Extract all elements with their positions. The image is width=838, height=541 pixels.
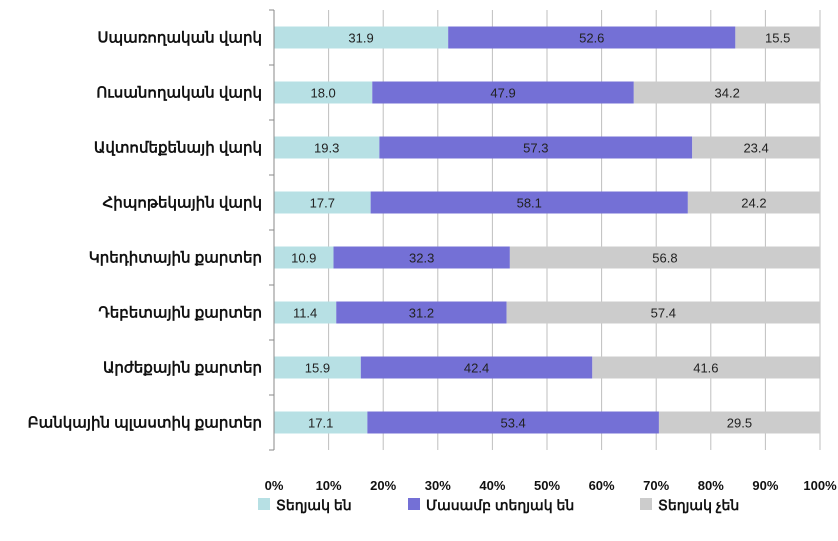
data-label: 56.8	[652, 251, 677, 266]
bar-segment	[633, 81, 821, 104]
data-label: 31.9	[348, 31, 373, 46]
bars: 31.9 52.6 15.5 18.0 47.9 34.2 19.3 57.3 23.4 17.7…	[274, 26, 821, 434]
data-label: 57.4	[651, 306, 676, 321]
x-tick-label: 30%	[425, 478, 451, 493]
bar-segment	[274, 26, 449, 49]
legend-label: Մասամբ տեղյակ են	[426, 497, 574, 514]
data-label: 23.4	[743, 141, 768, 156]
category-label: Ավտոմեքենայի վարկ	[94, 140, 262, 157]
bar-segment	[274, 356, 361, 379]
data-label: 19.3	[314, 141, 339, 156]
x-tick-label: 100%	[803, 478, 837, 493]
bar-segment	[687, 191, 820, 214]
x-tick-label: 50%	[534, 478, 560, 493]
bar-segment	[274, 246, 334, 269]
x-tick-label: 10%	[316, 478, 342, 493]
bar-segment	[379, 136, 693, 159]
x-tick-label: 90%	[752, 478, 778, 493]
axes: 0% 10% 20% 30% 40% 50% 60% 70% 80% 90% 100% Սպառողա…	[28, 9, 837, 493]
bar-segment	[592, 356, 820, 379]
category-label: Սպառողական վարկ	[98, 30, 263, 47]
data-label: 52.6	[579, 31, 604, 46]
bar-segment	[692, 136, 820, 159]
data-label: 41.6	[693, 361, 718, 376]
category-label: Ուսանողական վարկ	[96, 85, 262, 102]
data-label: 15.5	[765, 31, 790, 46]
legend-label: Տեղյակ են	[276, 497, 352, 514]
data-label: 15.9	[305, 361, 330, 376]
gridlines	[328, 10, 821, 450]
bar-segment	[274, 191, 371, 214]
bar-segment	[360, 356, 593, 379]
category-label: Դեբետային քարտեր	[98, 305, 262, 322]
legend-swatch	[258, 498, 270, 510]
legend-swatch	[408, 498, 420, 510]
x-tick-label: 0%	[265, 478, 284, 493]
data-label: 53.4	[500, 416, 525, 431]
data-label: 24.2	[741, 196, 766, 211]
data-label: 42.4	[464, 361, 489, 376]
legend-label: Տեղյակ չեն	[658, 497, 739, 514]
bar-segment	[274, 81, 373, 104]
x-tick-label: 20%	[370, 478, 396, 493]
bar-segment	[274, 136, 380, 159]
data-label: 10.9	[291, 251, 316, 266]
category-label: Հիպոթեկային վարկ	[103, 195, 262, 212]
category-label: Կրեդիտային քարտեր	[89, 250, 262, 267]
data-label: 31.2	[409, 306, 434, 321]
bar-segment	[333, 246, 510, 269]
category-label: Արժեքային քարտեր	[103, 360, 262, 377]
bar-segment	[735, 26, 820, 49]
legend: Տեղյակ են Մասամբ տեղյակ են Տեղյակ չեն	[258, 497, 739, 514]
bar-segment	[372, 81, 634, 104]
x-tick-label: 70%	[643, 478, 669, 493]
data-label: 18.0	[310, 86, 335, 101]
x-tick-label: 40%	[479, 478, 505, 493]
x-tick-label: 80%	[698, 478, 724, 493]
data-label: 34.2	[715, 86, 740, 101]
bar-segment	[370, 191, 688, 214]
data-label: 29.5	[727, 416, 752, 431]
bar-segment	[448, 26, 736, 49]
bar-segment	[336, 301, 507, 324]
data-label: 32.3	[409, 251, 434, 266]
bar-segment	[509, 246, 820, 269]
x-tick-label: 60%	[589, 478, 615, 493]
data-label: 47.9	[490, 86, 515, 101]
bar-segment	[367, 411, 659, 434]
data-label: 57.3	[523, 141, 548, 156]
data-label: 11.4	[293, 306, 317, 321]
data-label: 17.7	[310, 196, 335, 211]
bar-segment	[274, 301, 337, 324]
data-label: 58.1	[517, 196, 542, 211]
bar-segment	[658, 411, 820, 434]
bar-segment	[506, 301, 820, 324]
data-label: 17.1	[308, 416, 333, 431]
legend-swatch	[640, 498, 652, 510]
category-label: Բանկային պլաստիկ քարտեր	[28, 415, 262, 432]
bar-segment	[274, 411, 368, 434]
